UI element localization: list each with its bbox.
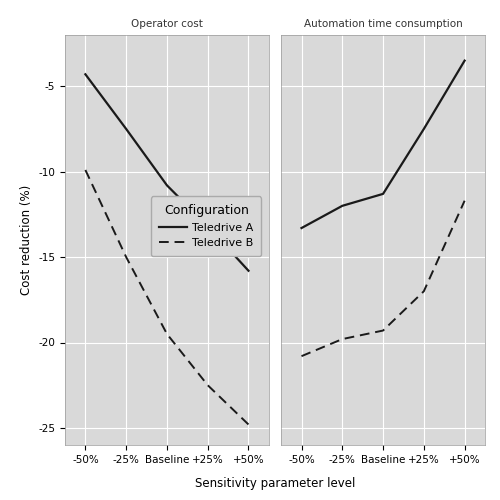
- Text: Sensitivity parameter level: Sensitivity parameter level: [195, 477, 355, 490]
- Text: Automation time consumption: Automation time consumption: [304, 18, 462, 28]
- Text: Operator cost: Operator cost: [131, 18, 203, 28]
- Y-axis label: Cost reduction (%): Cost reduction (%): [20, 185, 32, 295]
- Legend: Teledrive A, Teledrive B: Teledrive A, Teledrive B: [151, 196, 262, 256]
